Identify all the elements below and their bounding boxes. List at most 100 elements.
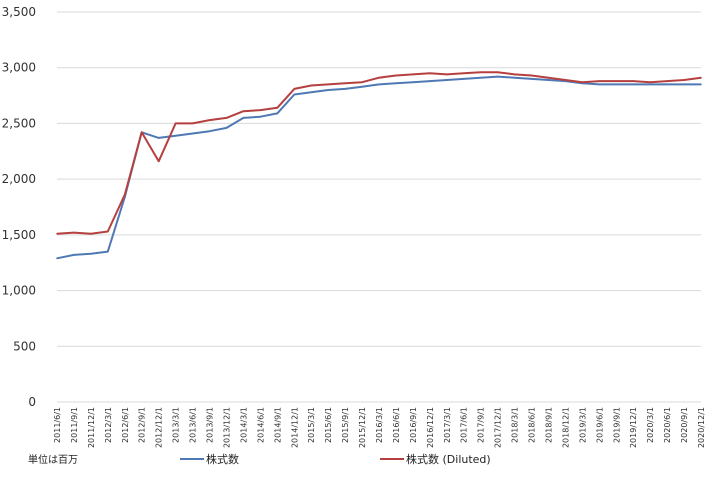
x-tick-label: 2017/9/1 — [477, 407, 486, 443]
data-point-shares — [174, 134, 177, 137]
data-point-shares — [547, 79, 550, 81]
x-tick-label: 2015/3/1 — [307, 407, 316, 443]
data-point-shares — [530, 78, 533, 80]
x-tick-label: 2018/9/1 — [544, 407, 553, 443]
x-tick-label: 2011/9/1 — [70, 407, 79, 443]
data-point-shares — [107, 250, 109, 253]
x-tick-label: 2018/3/1 — [511, 407, 520, 443]
x-tick-label: 2012/3/1 — [104, 407, 113, 443]
data-point-shares-diluted — [157, 160, 160, 163]
data-point-shares — [310, 91, 313, 93]
data-point-shares-diluted — [225, 117, 228, 119]
x-tick-label: 2013/3/1 — [172, 407, 181, 443]
data-point-shares-diluted — [107, 230, 109, 233]
y-tick-label: 3,000 — [2, 61, 36, 75]
data-point-shares — [327, 89, 330, 91]
x-tick-label: 2016/6/1 — [392, 407, 401, 443]
data-point-shares-diluted — [649, 81, 651, 83]
x-tick-label: 2014/9/1 — [273, 407, 282, 443]
x-tick-label: 2014/6/1 — [256, 407, 265, 443]
data-point-shares-diluted — [462, 72, 465, 75]
data-point-shares-diluted — [615, 80, 618, 82]
data-point-shares — [395, 82, 397, 85]
x-tick-label: 2016/3/1 — [375, 407, 384, 443]
x-tick-label: 2017/12/1 — [494, 407, 503, 448]
data-point-shares — [412, 81, 414, 83]
legend-label-shares-diluted: 株式数 (Diluted) — [406, 452, 491, 466]
data-point-shares — [446, 79, 448, 81]
data-point-shares — [276, 112, 279, 115]
x-tick-label: 2020/9/1 — [680, 407, 689, 443]
x-tick-label: 2018/6/1 — [528, 407, 537, 443]
data-point-shares — [598, 83, 601, 86]
data-point-shares-diluted — [395, 74, 397, 77]
data-point-shares — [615, 83, 618, 86]
data-point-shares-diluted — [429, 72, 431, 75]
x-tick-label: 2013/12/1 — [222, 407, 231, 448]
data-point-shares-diluted — [700, 76, 702, 79]
data-point-shares-diluted — [598, 80, 601, 82]
series-layer — [56, 71, 702, 260]
x-axis: 2011/6/1 2011/9/1 2011/12/1 2012/3/1 2012/6/… — [53, 407, 706, 448]
data-point-shares-diluted — [259, 109, 262, 111]
unit-label: 単位は百万 — [28, 453, 78, 466]
data-point-shares-diluted — [208, 119, 211, 121]
data-point-shares-diluted — [276, 107, 279, 109]
data-point-shares — [666, 83, 668, 86]
x-tick-label: 2019/3/1 — [578, 407, 587, 443]
data-point-shares-diluted — [174, 122, 177, 125]
x-tick-label: 2014/3/1 — [239, 407, 248, 443]
data-point-shares — [683, 83, 685, 86]
series-line-shares-diluted — [56, 71, 702, 235]
x-tick-label: 2016/9/1 — [409, 407, 418, 443]
data-point-shares — [73, 254, 75, 256]
data-point-shares — [225, 127, 228, 129]
x-tick-label: 2017/6/1 — [460, 407, 469, 443]
x-tick-label: 2015/6/1 — [324, 407, 333, 443]
data-point-shares — [632, 83, 634, 86]
data-point-shares — [157, 137, 160, 139]
data-point-shares — [513, 76, 516, 79]
data-point-shares — [496, 75, 499, 78]
x-tick-label: 2012/9/1 — [138, 407, 147, 443]
data-point-shares-diluted — [446, 73, 448, 76]
y-tick-label: 1,000 — [2, 284, 36, 298]
y-tick-label: 2,000 — [2, 172, 36, 186]
y-tick-label: 1,500 — [2, 228, 36, 242]
x-tick-label: 2019/6/1 — [595, 407, 604, 443]
data-point-shares-diluted — [191, 122, 194, 125]
x-tick-label: 2013/6/1 — [189, 407, 198, 443]
x-tick-label: 2013/9/1 — [206, 407, 215, 443]
data-point-shares — [208, 130, 211, 132]
y-axis: 0 500 1,000 1,500 2,000 2,500 3,000 3,500 — [2, 5, 36, 409]
data-point-shares — [479, 76, 482, 79]
data-point-shares-diluted — [513, 73, 516, 76]
x-tick-label: 2017/3/1 — [443, 407, 452, 443]
x-tick-label: 2020/6/1 — [663, 407, 672, 443]
data-point-shares-diluted — [361, 81, 363, 83]
x-tick-label: 2011/12/1 — [87, 407, 96, 448]
data-point-shares-diluted — [632, 80, 634, 82]
data-point-shares-diluted — [683, 79, 685, 81]
data-point-shares-diluted — [310, 84, 313, 87]
data-point-shares-diluted — [293, 88, 296, 90]
data-point-shares-diluted — [344, 82, 346, 85]
legend-label-shares: 株式数 — [206, 452, 239, 466]
data-point-shares-diluted — [327, 83, 330, 86]
x-tick-label: 2015/9/1 — [341, 407, 350, 443]
x-tick-label: 2020/12/1 — [697, 407, 706, 448]
x-tick-label: 2019/12/1 — [629, 407, 638, 448]
x-tick-label: 2011/6/1 — [53, 407, 62, 443]
data-point-shares-diluted — [547, 76, 550, 79]
grid-layer — [57, 11, 701, 403]
x-tick-label: 2015/12/1 — [358, 407, 367, 448]
x-tick-label: 2012/6/1 — [121, 407, 130, 443]
data-point-shares — [649, 83, 651, 86]
x-tick-label: 2018/12/1 — [561, 407, 570, 448]
y-tick-label: 2,500 — [2, 116, 36, 130]
x-tick-label: 2014/12/1 — [290, 407, 299, 448]
y-tick-label: 3,500 — [2, 5, 36, 19]
data-point-shares-diluted — [56, 232, 58, 235]
data-point-shares — [293, 93, 296, 96]
data-point-shares — [90, 253, 92, 255]
